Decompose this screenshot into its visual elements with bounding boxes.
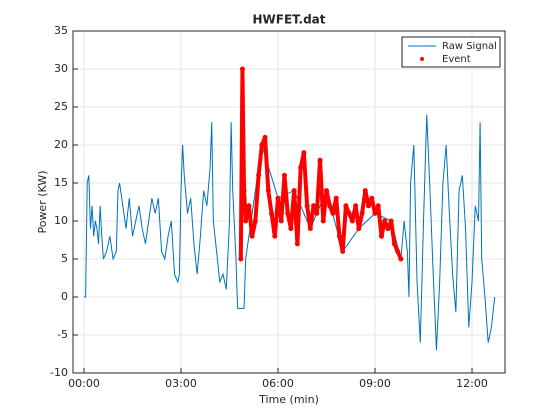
y-tick-label: 15 [54,176,68,189]
event-point [298,165,304,171]
y-tick-label: 35 [54,24,68,37]
event-point [366,203,372,209]
event-point [378,233,384,239]
event-point [369,195,375,201]
event-point [239,66,245,72]
y-tick-label: -10 [50,366,68,379]
y-tick-label: 25 [54,100,68,113]
event-point [343,203,349,209]
event-point [362,188,368,194]
event-point [241,188,247,194]
event-point [398,256,404,262]
event-point [269,210,275,216]
event-point [333,195,339,201]
event-point [238,256,244,262]
event-point [314,210,320,216]
legend-label: Event [442,54,471,65]
axes-box [72,30,506,374]
y-tick-label: 10 [54,214,68,227]
event-point [301,150,307,156]
event-point [311,203,317,209]
x-tick-label: 06:00 [262,377,294,390]
event-point [262,134,268,140]
x-axis-label: Time (min) [258,393,319,406]
event-point [388,218,394,224]
event-point [272,233,278,239]
event-point [382,218,388,224]
event-point [359,210,365,216]
event-point [353,203,359,209]
event-point [336,233,342,239]
event-point [275,195,281,201]
y-tick-label: 20 [54,138,68,151]
event-point [346,210,352,216]
event-point [252,218,258,224]
y-axis-label: Power (KW) [36,170,49,233]
y-tick-label: 30 [54,62,68,75]
event-point [375,203,381,209]
event-point [324,188,330,194]
event-point [330,210,336,216]
event-point [304,203,310,209]
x-tick-label: 09:00 [359,377,391,390]
event-point [278,218,284,224]
event-point [372,210,378,216]
event-point [246,203,252,209]
event-point [349,218,355,224]
event-point [320,218,326,224]
y-tick-label: 5 [61,252,68,265]
x-tick-label: 03:00 [165,377,197,390]
y-tick-label: 0 [61,290,68,303]
legend-box [401,36,501,68]
event-point [256,172,262,178]
event-point [391,241,397,247]
legend-label: Raw Signal [442,41,497,52]
x-tick-label: 00:00 [68,377,100,390]
event-point [317,157,323,163]
event-point [281,172,287,178]
event-point [291,188,297,194]
event-trace [238,67,403,260]
event-point [340,248,346,254]
event-point [265,188,271,194]
event-point [356,226,362,232]
event-point [385,226,391,232]
y-tick-label: -5 [57,328,68,341]
event-point [249,233,255,239]
signal-line [83,114,496,351]
event-point [285,210,291,216]
plot-area [73,31,505,373]
event-point [259,142,265,148]
event-point [307,226,313,232]
legend-swatch [420,57,424,61]
event-point [395,248,401,254]
x-tick-label: 12:00 [456,377,488,390]
chart-title: HWFET.dat [252,13,325,27]
event-point [327,203,333,209]
event-point [294,241,300,247]
event-point [288,226,294,232]
event-point [243,218,249,224]
